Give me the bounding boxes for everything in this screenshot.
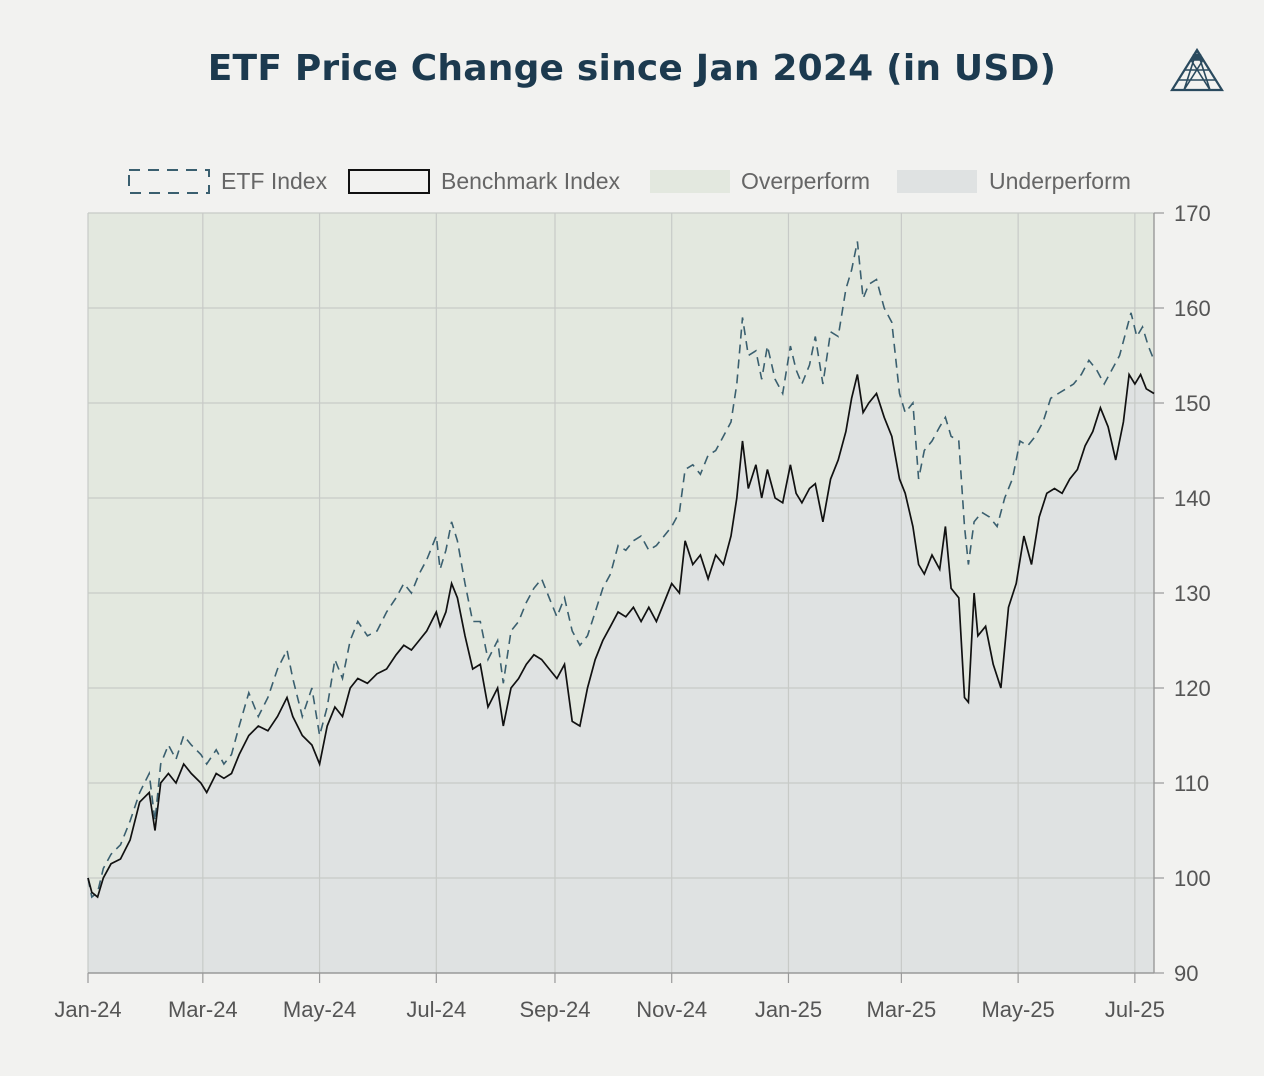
legend: ETF Index Benchmark Index Overperform Un… xyxy=(128,168,1131,194)
brand-logo-icon xyxy=(1170,48,1224,92)
legend-label-benchmark-index: Benchmark Index xyxy=(441,168,620,194)
gridlines xyxy=(87,212,1154,973)
x-tick-label: May-25 xyxy=(981,997,1054,1022)
x-tick-label: Mar-25 xyxy=(867,997,937,1022)
x-tick-label: Jul-24 xyxy=(406,997,466,1022)
x-tick-label: Sep-24 xyxy=(519,997,590,1022)
x-tick-label: Jul-25 xyxy=(1105,997,1165,1022)
legend-swatch-underperform xyxy=(897,170,977,193)
series-line-benchmark-index xyxy=(87,371,1155,899)
x-tick-label: Nov-24 xyxy=(636,997,707,1022)
y-tick-label: 150 xyxy=(1174,391,1211,416)
underperform-area xyxy=(88,374,1154,973)
y-axis: 90 100 110 120 130 140 150 160 170 xyxy=(1153,201,1211,986)
y-tick-label: 90 xyxy=(1174,961,1198,986)
y-tick-label: 130 xyxy=(1174,581,1211,606)
x-tick-label: Mar-24 xyxy=(168,997,238,1022)
legend-swatch-benchmark-index xyxy=(348,169,430,194)
y-tick-label: 120 xyxy=(1174,676,1211,701)
x-axis: Jan-24 Mar-24 May-24 Jul-24 Sep-24 Nov-24 Jan-… xyxy=(54,972,1165,1022)
legend-swatch-etf-index xyxy=(128,169,210,194)
legend-swatch-overperform xyxy=(650,170,730,193)
y-tick-label: 160 xyxy=(1174,296,1211,321)
y-tick-label: 140 xyxy=(1174,486,1211,511)
chart-title: ETF Price Change since Jan 2024 (in USD) xyxy=(207,48,1057,89)
legend-label-overperform: Overperform xyxy=(741,168,870,194)
y-tick-label: 110 xyxy=(1174,771,1209,796)
x-tick-label: May-24 xyxy=(283,997,356,1022)
legend-label-etf-index: ETF Index xyxy=(221,168,328,194)
y-tick-label: 100 xyxy=(1174,866,1211,891)
y-tick-label: 170 xyxy=(1174,201,1211,226)
legend-label-underperform: Underperform xyxy=(989,168,1131,194)
x-tick-label: Jan-24 xyxy=(54,997,121,1022)
x-tick-label: Jan-25 xyxy=(755,997,822,1022)
